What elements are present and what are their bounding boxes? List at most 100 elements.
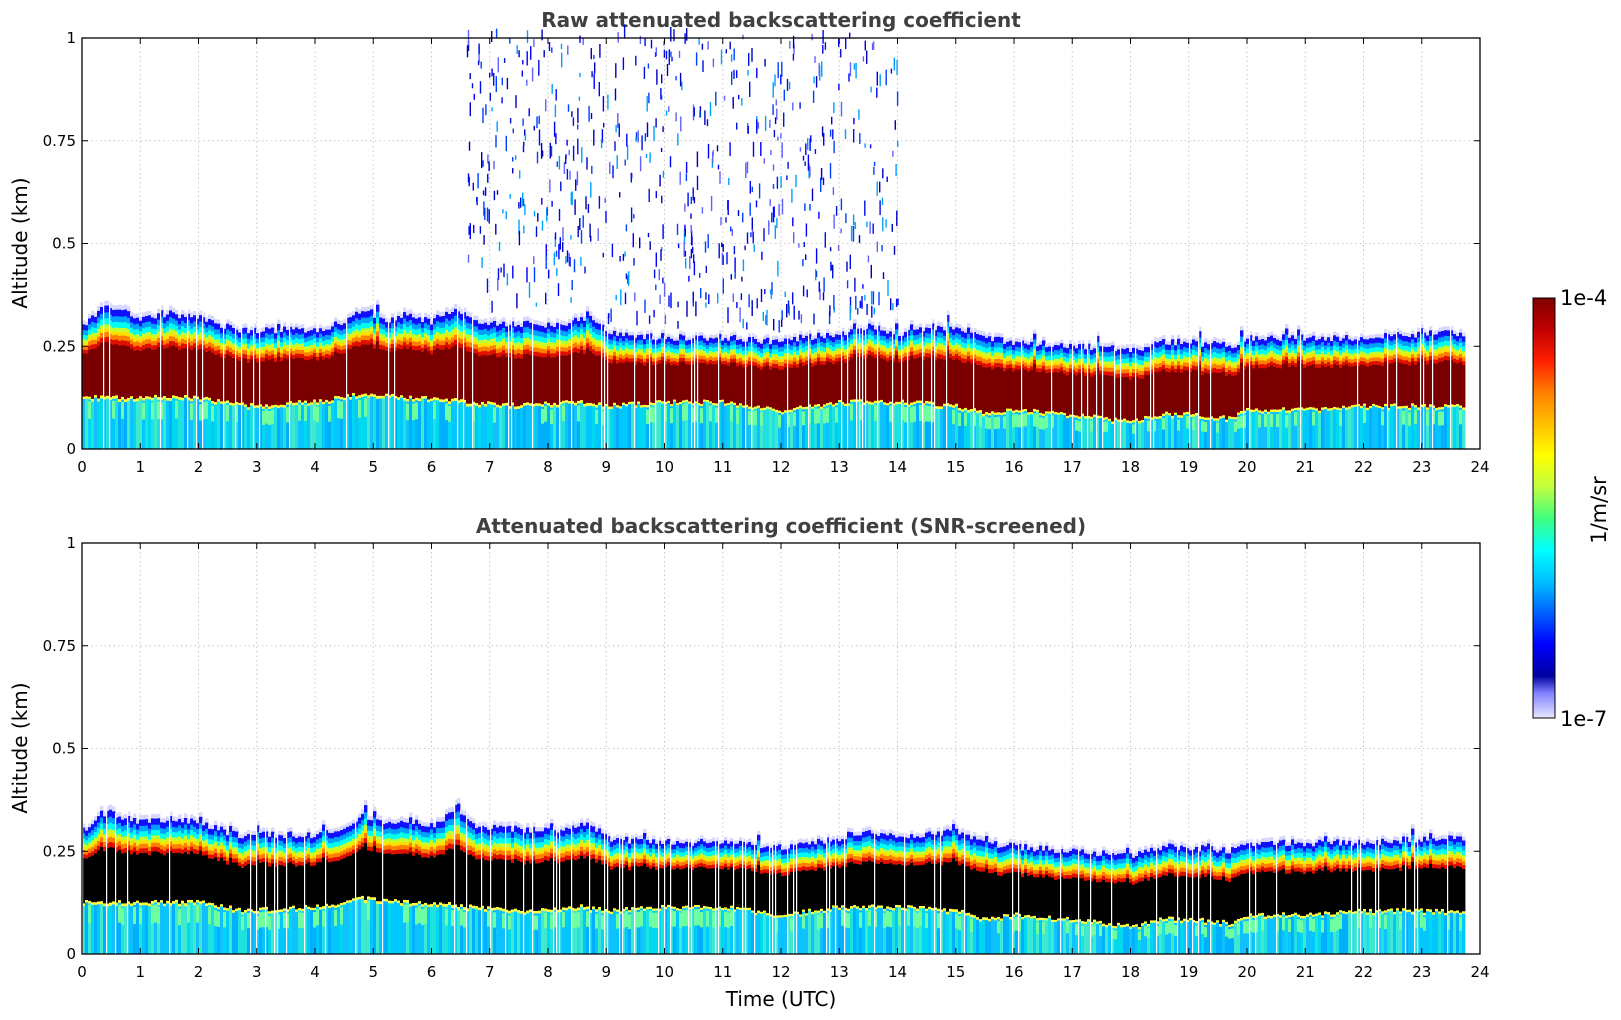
raw-cell <box>610 352 614 356</box>
raw-cell <box>124 316 128 323</box>
raw-cell <box>1354 365 1358 406</box>
raw-cell <box>1192 418 1196 430</box>
raw-cell <box>265 404 269 408</box>
raw-cell <box>877 351 881 357</box>
raw-cell <box>280 342 284 348</box>
raw-cell <box>940 406 944 410</box>
raw-cell <box>790 345 794 351</box>
raw-cell <box>370 334 374 340</box>
raw-cell <box>307 341 311 347</box>
raw-cell <box>544 353 548 358</box>
raw-cell <box>1108 418 1112 422</box>
raw-cell <box>628 349 632 353</box>
raw-cell <box>403 329 407 334</box>
raw-cell <box>370 396 374 449</box>
raw-cell <box>292 402 296 406</box>
raw-cell <box>568 339 572 343</box>
raw-cell <box>112 398 116 449</box>
raw-cell <box>163 317 167 324</box>
raw-cell <box>625 347 629 351</box>
raw-cell <box>124 345 128 400</box>
raw-cell <box>1096 363 1100 369</box>
raw-cell <box>1351 345 1355 351</box>
raw-cell <box>916 350 920 355</box>
raw-cell <box>712 338 716 344</box>
raw-cell <box>826 405 830 449</box>
raw-cell <box>802 352 806 356</box>
raw-cell <box>718 356 722 361</box>
raw-cell <box>292 329 296 336</box>
raw-cell <box>703 401 707 449</box>
raw-cell <box>661 350 665 354</box>
raw-cell <box>364 396 368 449</box>
raw-cell <box>391 339 395 345</box>
raw-cell <box>184 328 188 334</box>
raw-cell <box>961 326 965 332</box>
raw-cell <box>760 410 764 449</box>
raw-cell <box>1129 357 1133 363</box>
raw-cell <box>874 403 878 449</box>
raw-cell <box>583 327 587 333</box>
raw-cell <box>1324 409 1328 449</box>
raw-cell <box>457 337 461 343</box>
raw-cell <box>1225 422 1229 449</box>
raw-cell <box>334 340 338 344</box>
raw-cell <box>1198 348 1202 353</box>
raw-cell <box>1291 350 1295 355</box>
raw-cell <box>1162 361 1166 366</box>
raw-cell <box>1021 345 1025 351</box>
raw-cell <box>334 351 338 397</box>
raw-cell <box>829 345 833 350</box>
raw-cell <box>400 317 404 325</box>
raw-cell <box>739 358 743 362</box>
raw-cell <box>484 328 488 335</box>
raw-cell <box>1240 362 1244 412</box>
raw-cell <box>946 327 950 334</box>
raw-cell <box>487 340 491 345</box>
raw-cell <box>541 349 545 354</box>
raw-cell <box>202 328 206 335</box>
raw-cell <box>1144 374 1148 417</box>
raw-cell <box>1375 333 1379 338</box>
raw-cell <box>337 349 341 354</box>
raw-cell <box>172 345 176 396</box>
raw-cell <box>1120 348 1124 355</box>
raw-cell <box>520 407 524 449</box>
raw-cell <box>136 401 140 449</box>
raw-cell <box>1222 360 1226 364</box>
raw-cell <box>415 341 419 347</box>
raw-cell <box>478 335 482 341</box>
raw-cell <box>430 346 434 351</box>
raw-cell <box>538 336 542 342</box>
raw-cell <box>556 334 560 341</box>
raw-cell <box>1084 358 1088 364</box>
raw-cell <box>703 399 707 402</box>
raw-cell <box>751 411 755 426</box>
raw-cell <box>133 350 137 400</box>
raw-cell <box>1066 362 1070 366</box>
raw-cell <box>1123 349 1127 355</box>
raw-cell <box>352 395 356 449</box>
raw-cell <box>961 354 965 359</box>
raw-cell <box>664 352 668 356</box>
raw-cell <box>88 349 92 398</box>
raw-cell <box>1132 376 1136 421</box>
raw-cell <box>277 352 281 358</box>
raw-cell <box>148 315 152 322</box>
raw-cell <box>580 346 584 351</box>
raw-cell <box>1276 414 1280 427</box>
raw-cell <box>118 322 122 329</box>
raw-cell <box>1135 369 1139 374</box>
raw-cell <box>184 397 188 449</box>
raw-cell <box>367 340 371 346</box>
raw-gap <box>1081 340 1083 449</box>
raw-cell <box>460 343 464 349</box>
raw-cell <box>934 336 938 342</box>
raw-cell <box>928 405 932 422</box>
raw-cell <box>694 403 698 449</box>
raw-cell <box>1177 419 1181 431</box>
raw-cell <box>91 398 95 402</box>
raw-cell <box>451 307 455 313</box>
raw-cell <box>685 399 689 403</box>
raw-cell <box>802 347 806 353</box>
